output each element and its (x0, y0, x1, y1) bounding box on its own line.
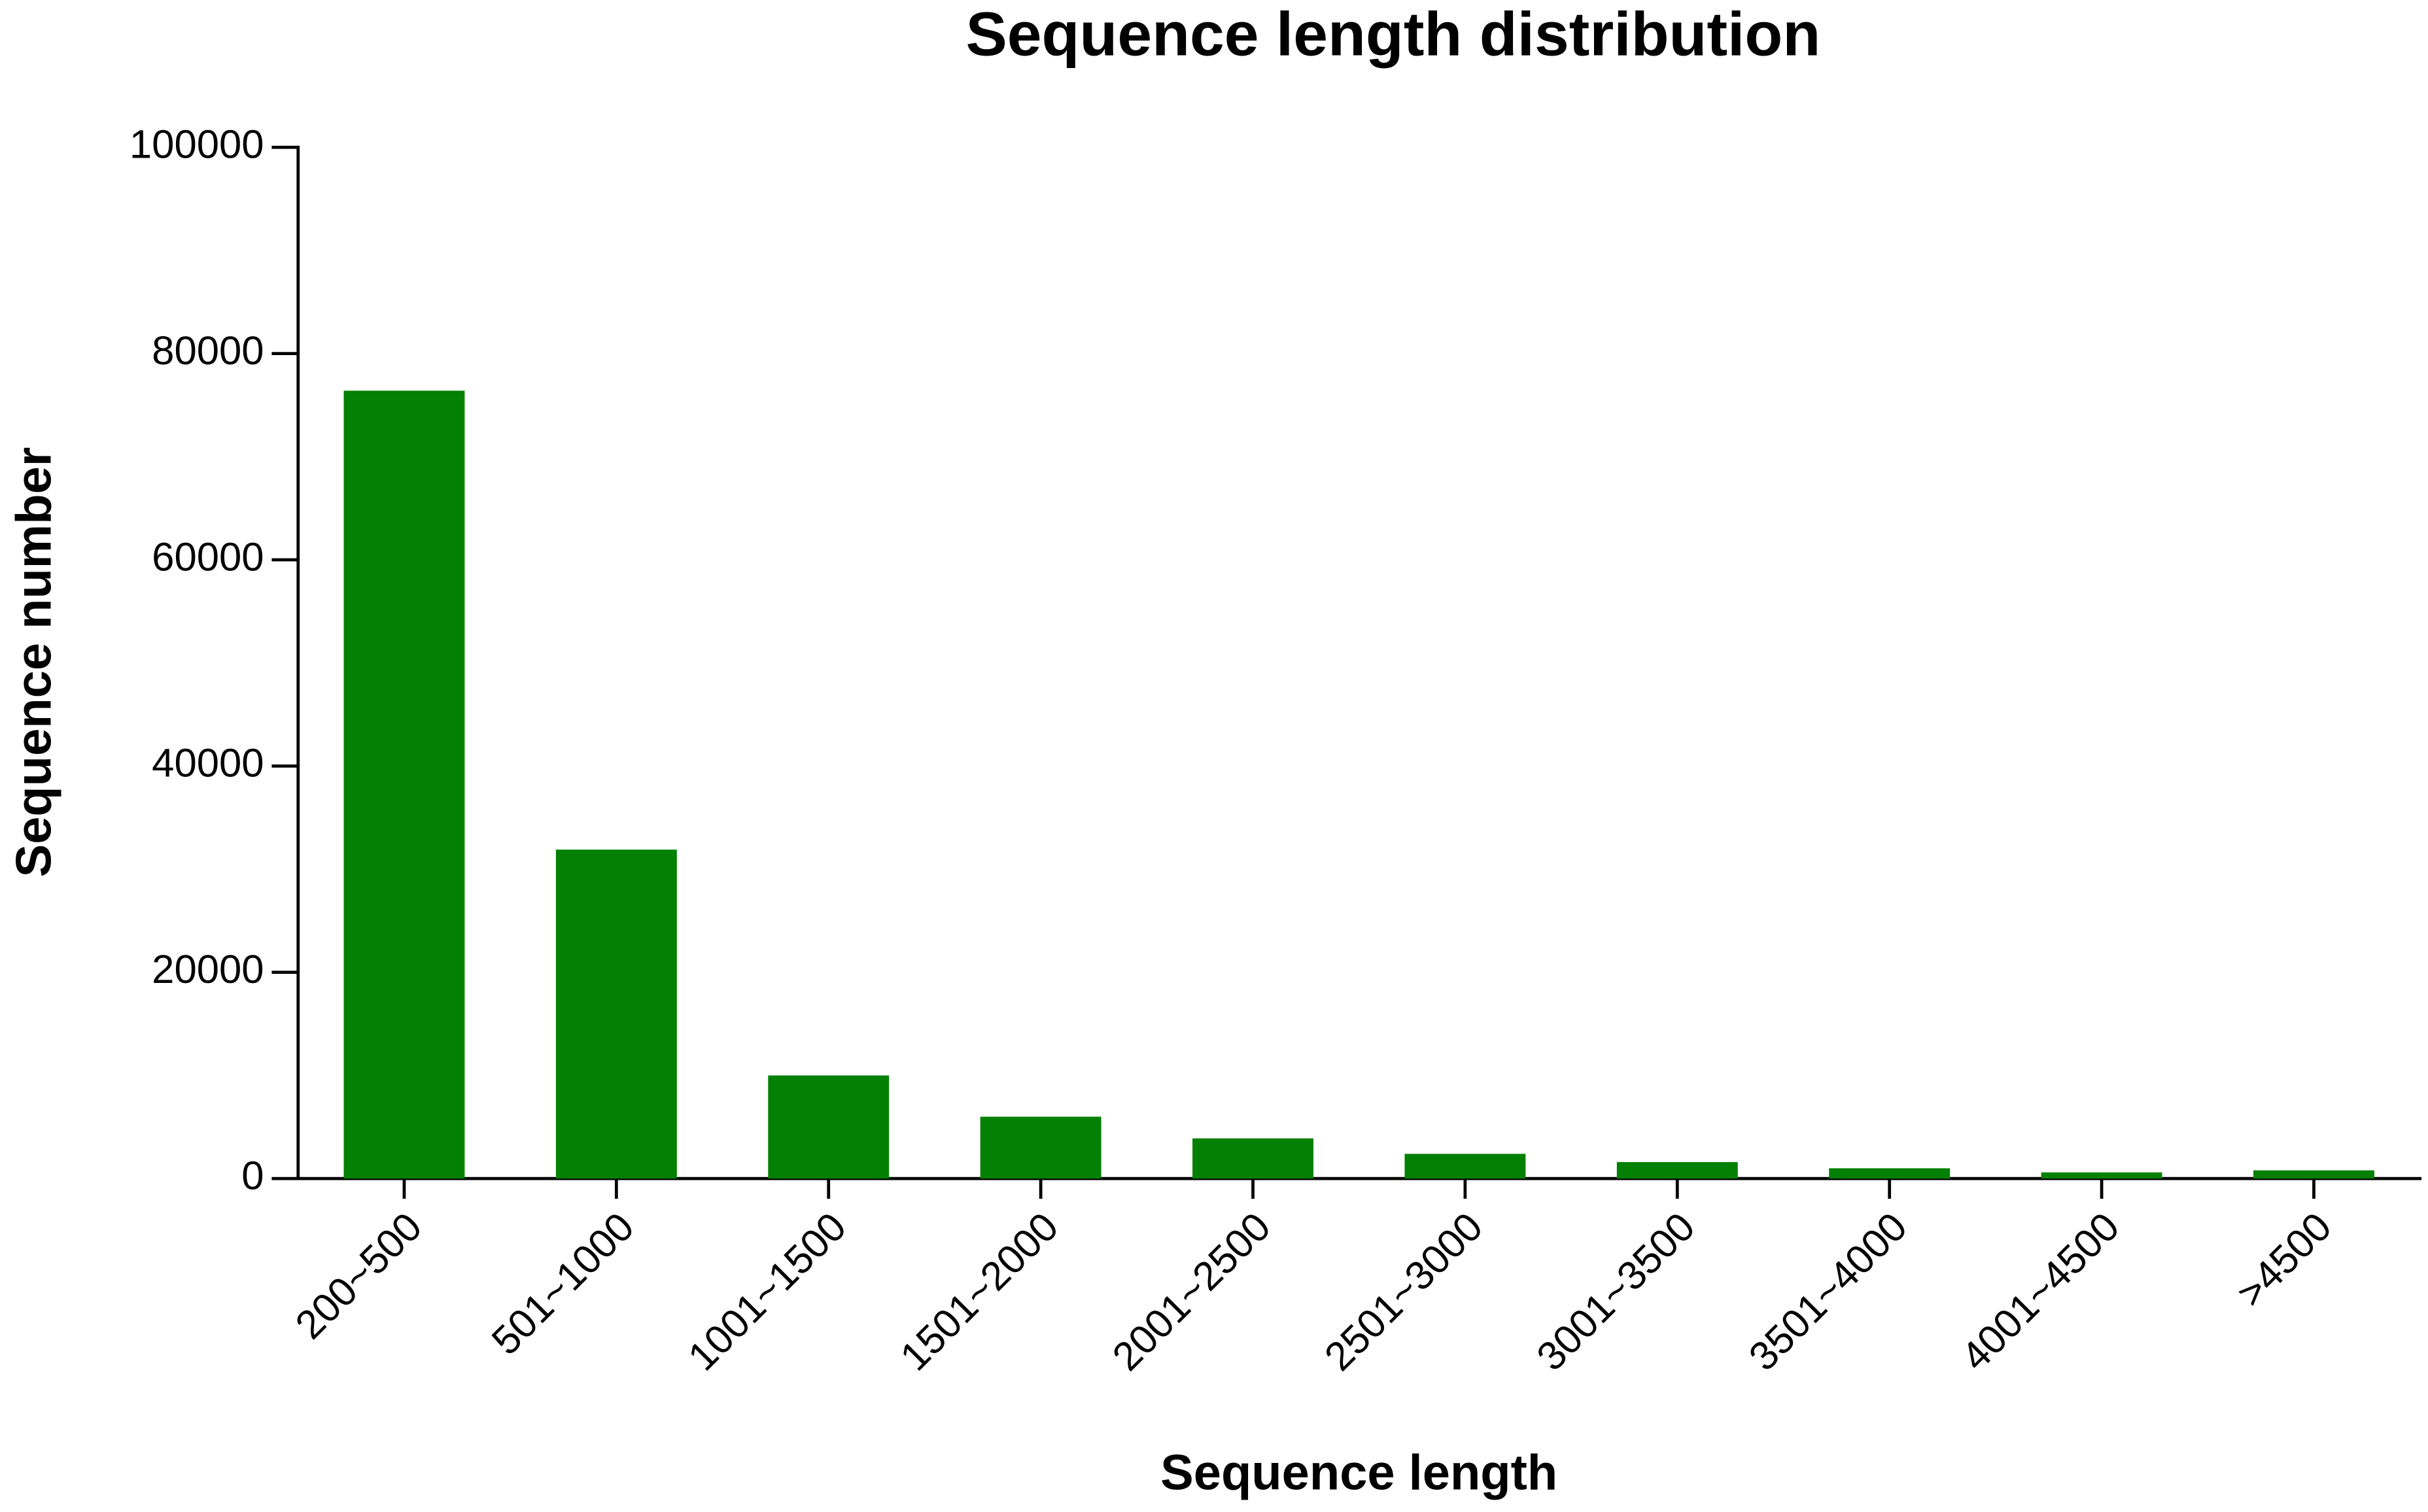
bar (2253, 1170, 2374, 1179)
x-tick-label: 4001~4500 (1952, 1204, 2128, 1379)
y-tick-label: 80000 (152, 328, 264, 373)
x-tick-label: 501~1000 (483, 1204, 643, 1364)
bar (1616, 1161, 1738, 1179)
y-tick-label: 0 (241, 1153, 264, 1198)
x-tick-label: 3501~4000 (1741, 1204, 1916, 1379)
y-tick-label: 60000 (152, 534, 264, 579)
x-tick-label: 200~500 (287, 1204, 431, 1348)
y-tick-label: 100000 (130, 122, 264, 167)
x-tick-label: >4500 (2229, 1204, 2340, 1316)
bar (1404, 1154, 1526, 1179)
x-axis-label: Sequence length (1160, 1445, 1557, 1501)
y-tick-label: 20000 (152, 947, 264, 992)
y-tick-label: 40000 (152, 741, 264, 786)
chart-title: Sequence length distribution (965, 0, 1820, 69)
x-tick-label: 3001~3500 (1529, 1204, 1704, 1379)
x-tick-label: 2001~2500 (1104, 1204, 1279, 1379)
bar (1829, 1168, 1951, 1179)
bar (980, 1116, 1101, 1179)
bar (343, 390, 465, 1179)
x-tick-label: 1501~2000 (892, 1204, 1067, 1379)
x-tick-label: 1001~1500 (680, 1204, 855, 1379)
y-axis-label: Sequence number (6, 447, 61, 878)
bar (1192, 1138, 1313, 1179)
bar (2041, 1172, 2162, 1179)
bar (555, 850, 677, 1179)
bar (768, 1075, 890, 1179)
x-tick-label: 2501~3000 (1316, 1204, 1491, 1379)
